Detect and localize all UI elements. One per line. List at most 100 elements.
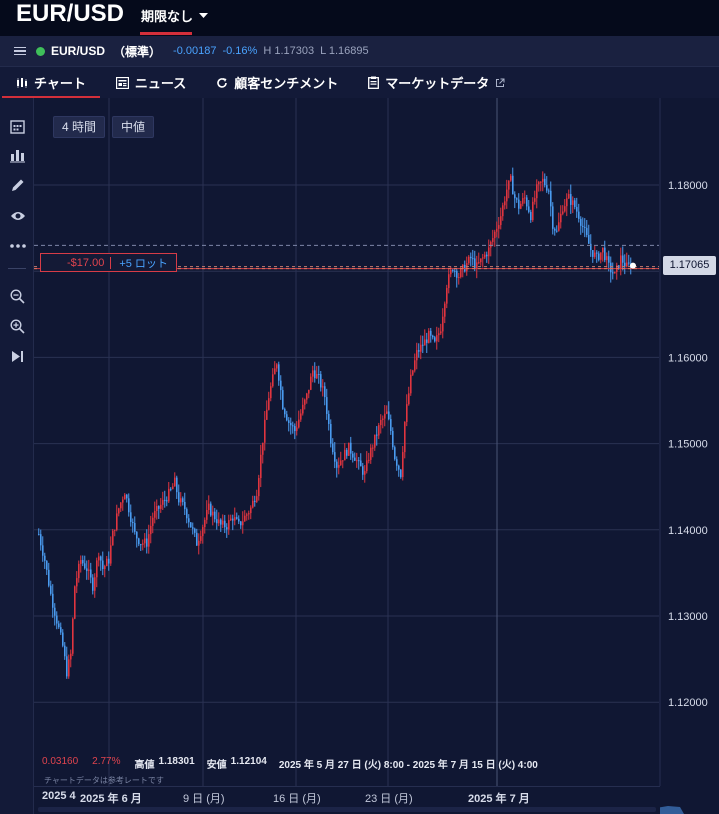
last-price-dot bbox=[630, 262, 636, 269]
candle-body bbox=[346, 449, 348, 456]
candle-body bbox=[106, 558, 108, 567]
candle-body bbox=[546, 185, 548, 191]
candle-body bbox=[586, 227, 588, 235]
candle-body bbox=[542, 178, 544, 182]
candle-body bbox=[448, 274, 450, 289]
tab-news[interactable]: ニュース bbox=[115, 67, 186, 99]
candle-body bbox=[574, 200, 576, 207]
candle-body bbox=[410, 374, 412, 394]
candle-body bbox=[242, 521, 244, 526]
timeframe-button[interactable]: 4 時間 bbox=[53, 116, 106, 138]
expiry-dropdown[interactable]: 期限なし bbox=[141, 6, 209, 25]
zoom-out-icon[interactable] bbox=[9, 288, 26, 305]
price-chart[interactable]: 1.12000 1.13000 1.14000 1.15000 1.16000 1.170… bbox=[34, 98, 719, 814]
chart-stats: 0.03160 2.77% 高値 1.18301 安値 1.12104 2025… bbox=[42, 756, 538, 771]
candle-body bbox=[104, 566, 106, 570]
quote-high: H 1.17303 bbox=[263, 45, 315, 57]
candle-body bbox=[68, 659, 70, 677]
candle-body bbox=[84, 563, 86, 569]
candle-body bbox=[264, 419, 266, 443]
y-axis-label: 1.15000 bbox=[668, 439, 708, 451]
candle-body bbox=[566, 198, 568, 207]
candle-body bbox=[404, 421, 406, 453]
candle-body bbox=[218, 519, 220, 524]
candle-body bbox=[266, 409, 268, 420]
pencil-icon[interactable] bbox=[9, 177, 26, 194]
calendar-icon[interactable] bbox=[9, 118, 26, 135]
quote-type: （標準） bbox=[113, 44, 162, 59]
candle-body bbox=[530, 211, 532, 221]
stat-range: 0.03160 bbox=[42, 756, 79, 767]
candle-body bbox=[126, 494, 128, 499]
candle-body bbox=[534, 198, 536, 202]
quote-low: L 1.16895 bbox=[320, 45, 369, 57]
position-divider bbox=[110, 256, 112, 269]
position-label[interactable]: -$17.00 +5 ロット bbox=[40, 253, 177, 272]
play-icon[interactable] bbox=[9, 348, 26, 365]
bar-chart-icon[interactable] bbox=[9, 147, 26, 164]
candle-body bbox=[412, 370, 414, 375]
candle-body bbox=[350, 442, 352, 454]
candle-body bbox=[532, 201, 534, 221]
quote-bar: EUR/USD （標準） -0.00187 -0.16% H 1.17303 L… bbox=[0, 36, 719, 66]
candle-body bbox=[230, 518, 232, 521]
candle-body bbox=[88, 569, 90, 571]
zoom-in-icon[interactable] bbox=[9, 318, 26, 335]
candle-body bbox=[174, 477, 176, 487]
candle-body bbox=[384, 413, 386, 419]
candle-body bbox=[512, 175, 514, 195]
more-icon[interactable] bbox=[9, 237, 26, 254]
candle-body bbox=[190, 522, 192, 528]
tab-sentiment[interactable]: 顧客センチメント bbox=[216, 67, 338, 99]
candle-body bbox=[612, 272, 614, 274]
menu-icon[interactable] bbox=[14, 46, 26, 56]
y-axis-label: 1.13000 bbox=[668, 611, 708, 623]
candle-body bbox=[302, 404, 304, 414]
candle-body bbox=[338, 464, 340, 468]
price-type-button[interactable]: 中値 bbox=[112, 116, 155, 138]
candle-body bbox=[366, 460, 368, 472]
candle-body bbox=[318, 373, 320, 375]
candle-body bbox=[428, 330, 430, 343]
candle-body bbox=[560, 213, 562, 223]
stat-high-label: 高値 bbox=[134, 760, 155, 771]
candle-body bbox=[472, 258, 474, 260]
time-label: 2025 4 bbox=[42, 790, 76, 802]
candle-body bbox=[210, 503, 212, 516]
candle-body bbox=[588, 234, 590, 244]
candle-body bbox=[72, 618, 74, 654]
tab-market-data[interactable]: マーケットデータ bbox=[368, 67, 505, 99]
candle-body bbox=[628, 262, 630, 264]
candle-body bbox=[442, 316, 444, 332]
candle-body bbox=[430, 330, 432, 336]
candle-body bbox=[498, 225, 500, 229]
candle-body bbox=[358, 460, 360, 462]
candle-body bbox=[312, 370, 314, 377]
candle-body bbox=[360, 460, 362, 467]
candle-body bbox=[178, 492, 180, 503]
candle-body bbox=[436, 335, 438, 342]
chart-scrollbar[interactable] bbox=[38, 807, 656, 812]
quote-symbol[interactable]: EUR/USD bbox=[51, 44, 106, 58]
candle-body bbox=[582, 225, 584, 227]
time-axis[interactable]: 2025 4 2025 年 6 月 9 日 (月) 16 日 (月) 23 日 … bbox=[34, 786, 660, 814]
candle-body bbox=[330, 423, 332, 444]
candle-body bbox=[626, 262, 628, 267]
eye-icon[interactable] bbox=[9, 207, 26, 224]
time-label: 23 日 (月) bbox=[365, 793, 413, 805]
chart-background bbox=[34, 98, 719, 814]
candle-body bbox=[444, 303, 446, 317]
candle-body bbox=[234, 517, 236, 521]
candle-body bbox=[314, 370, 316, 379]
candle-body bbox=[44, 555, 46, 561]
tab-chart[interactable]: チャート bbox=[2, 67, 100, 99]
candle-body bbox=[608, 256, 610, 263]
chart-area[interactable]: 1.12000 1.13000 1.14000 1.15000 1.16000 1.170… bbox=[34, 98, 719, 814]
candle-body bbox=[354, 457, 356, 461]
candle-body bbox=[538, 182, 540, 185]
candle-body bbox=[148, 534, 150, 547]
candle-body bbox=[100, 556, 102, 561]
candle-body bbox=[38, 534, 40, 536]
candle-body bbox=[554, 228, 556, 231]
candle-body bbox=[504, 201, 506, 206]
